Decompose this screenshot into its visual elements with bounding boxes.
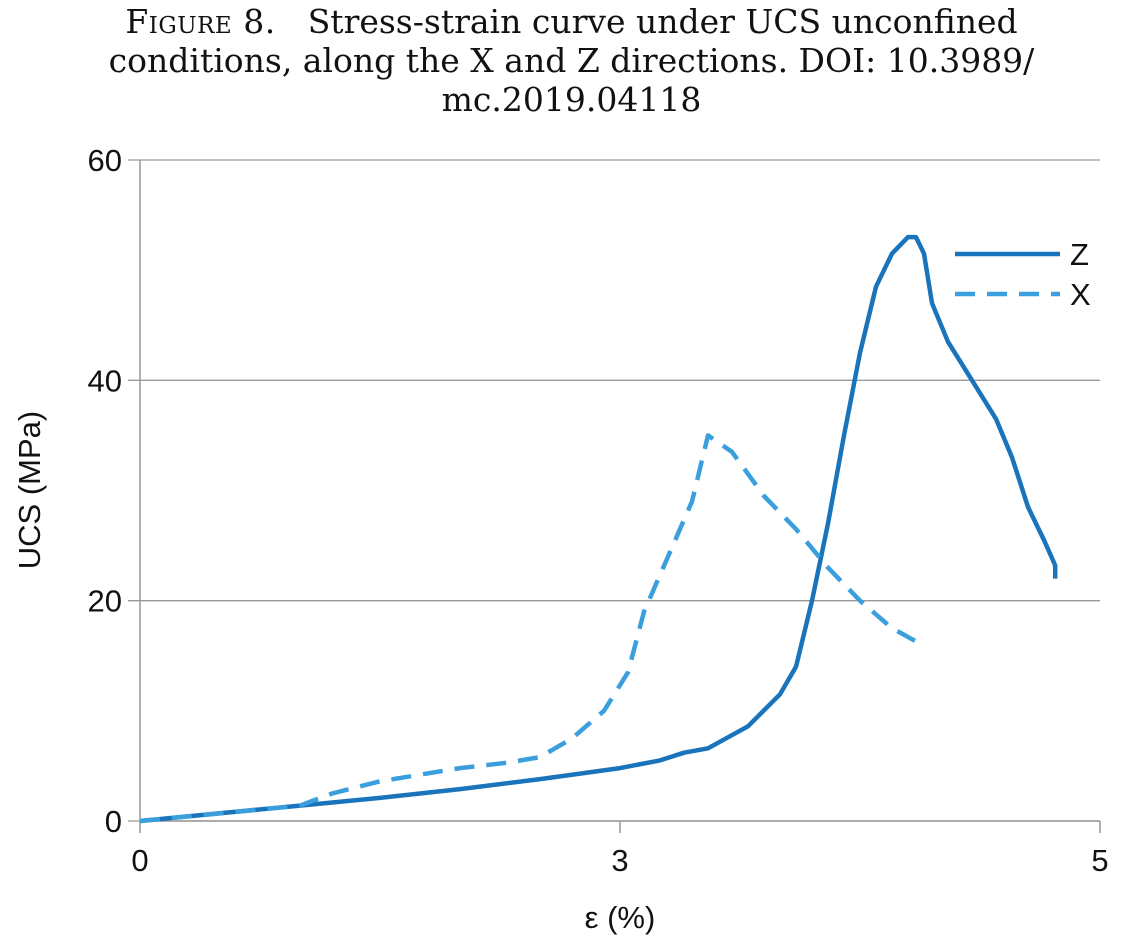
axes xyxy=(139,160,1101,833)
legend-label-x: X xyxy=(1070,277,1091,312)
y-tick-label-40: 40 xyxy=(88,363,122,398)
y-tick-label-20: 20 xyxy=(88,584,122,619)
x-tick-label-1: 3 xyxy=(611,843,628,878)
x-tick-label-0: 0 xyxy=(131,843,148,878)
caption-line-2: conditions, along the X and Z directions… xyxy=(108,41,1035,80)
series-line-z xyxy=(139,234,1058,824)
legend: ZX xyxy=(955,237,1091,312)
series-line-x xyxy=(139,433,918,824)
x-tick-labels: 0 3 5 xyxy=(131,843,1108,878)
figure-caption: Figure 8. Stress-strain curve under UCS u… xyxy=(0,0,1143,119)
legend-label-z: Z xyxy=(1070,237,1089,272)
series-lines xyxy=(139,234,1058,824)
y-tick-labels: 0 20 40 60 xyxy=(88,143,122,839)
caption-line-3: mc.2019.04118 xyxy=(441,80,702,119)
y-tick-label-60: 60 xyxy=(88,143,122,178)
x-tick-label-2: 5 xyxy=(1091,843,1108,878)
x-axis-title: ε (%) xyxy=(585,900,656,935)
grid-lines xyxy=(128,159,1100,822)
y-axis-title: UCS (MPa) xyxy=(12,411,47,569)
caption-line-1: Stress-strain curve under UCS unconfined xyxy=(307,2,1018,41)
figure-label: Figure 8. xyxy=(125,2,276,41)
y-tick-label-0: 0 xyxy=(105,804,122,839)
